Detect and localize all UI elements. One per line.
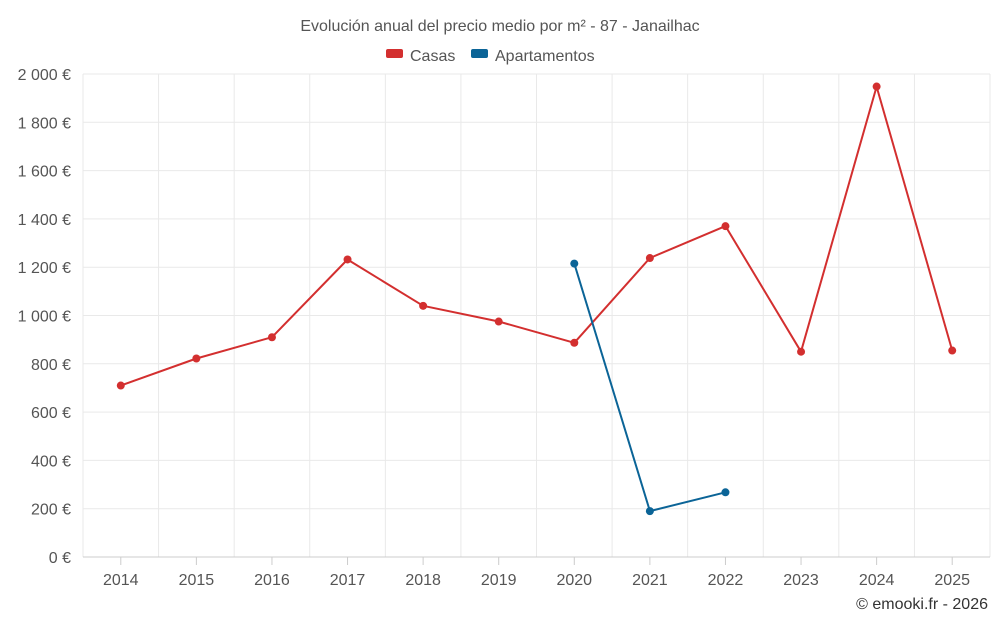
data-point-casas (343, 255, 352, 264)
data-point-casas (267, 333, 276, 342)
y-tick-label: 2 000 € (18, 67, 71, 84)
x-tick-label: 2015 (179, 572, 215, 589)
x-tick-label: 2016 (254, 572, 290, 589)
data-point-casas (948, 346, 957, 355)
y-tick-label: 1 000 € (18, 309, 71, 326)
x-tick-label: 2021 (632, 572, 668, 589)
series (116, 82, 957, 516)
data-point-casas (116, 381, 125, 390)
data-point-apartamentos (645, 507, 654, 516)
grid (82, 73, 991, 557)
series-apartamentos (570, 259, 730, 516)
data-point-casas (570, 338, 579, 347)
y-tick-label: 800 € (31, 357, 71, 374)
x-tick-label: 2022 (708, 572, 744, 589)
data-point-casas (645, 254, 654, 263)
legend-swatch-apartamentos (471, 49, 488, 58)
series-casas (116, 82, 957, 390)
y-tick-label: 0 € (49, 550, 71, 567)
series-line-apartamentos (573, 263, 726, 513)
series-line-casas (120, 85, 954, 387)
y-tick-label: 1 600 € (18, 164, 71, 181)
axes: 0 € 200 € 400 € 600 € 800 € 1 000 € 1 200 € 1 4… (18, 67, 990, 589)
y-tick-label: 600 € (31, 405, 71, 422)
data-point-casas (419, 301, 428, 310)
x-tick-label: 2025 (934, 572, 970, 589)
chart-title: Evolución anual del precio medio por m² … (300, 18, 699, 35)
x-tick-label: 2020 (556, 572, 592, 589)
data-point-apartamentos (721, 488, 730, 497)
legend: Casas Apartamentos (386, 48, 595, 65)
x-tick-label: 2024 (859, 572, 895, 589)
legend-label-casas: Casas (410, 48, 455, 65)
data-point-apartamentos (570, 259, 579, 268)
data-point-casas (872, 82, 881, 91)
legend-item-casas[interactable]: Casas (386, 48, 455, 65)
data-point-casas (721, 222, 730, 231)
y-tick-label: 1 400 € (18, 212, 71, 229)
y-tick-label: 400 € (31, 453, 71, 470)
x-tick-label: 2018 (405, 572, 441, 589)
x-tick-label: 2019 (481, 572, 517, 589)
y-tick-label: 1 800 € (18, 115, 71, 132)
y-tick-label: 200 € (31, 502, 71, 519)
data-point-casas (192, 354, 201, 363)
credit-text: © emooki.fr - 2026 (856, 596, 988, 613)
x-tick-label: 2014 (103, 572, 139, 589)
x-tick-label: 2023 (783, 572, 819, 589)
data-point-casas (797, 347, 806, 356)
data-point-casas (494, 317, 503, 326)
legend-swatch-casas (386, 49, 403, 58)
legend-item-apartamentos[interactable]: Apartamentos (471, 48, 595, 65)
y-tick-label: 1 200 € (18, 260, 71, 277)
legend-label-apartamentos: Apartamentos (495, 48, 595, 65)
x-tick-label: 2017 (330, 572, 366, 589)
